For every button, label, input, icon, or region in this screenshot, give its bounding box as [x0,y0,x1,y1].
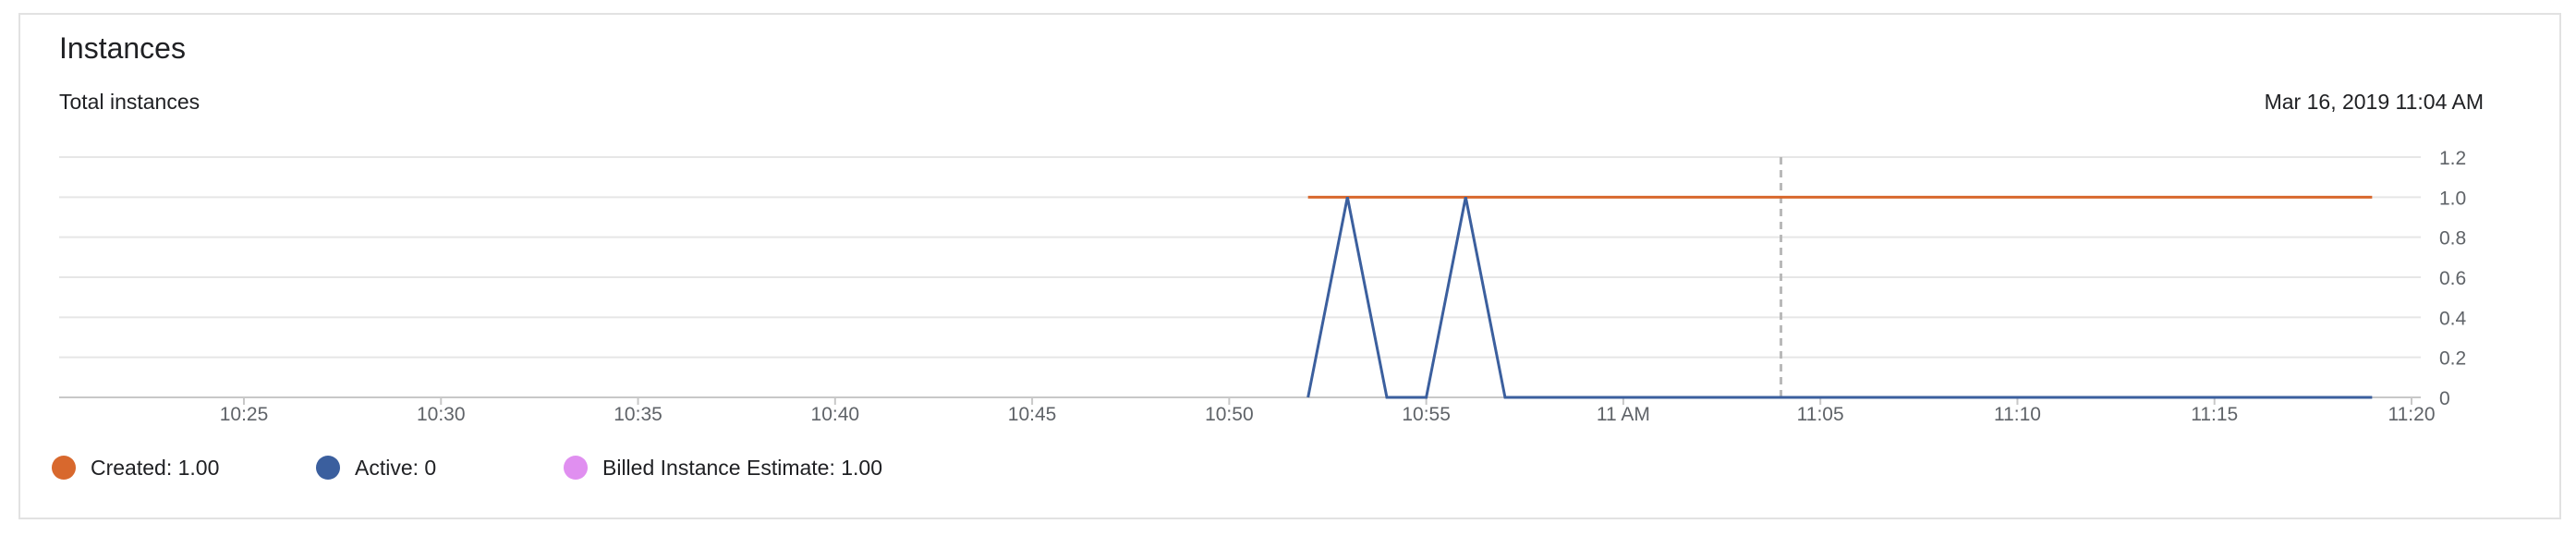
axis-layer [59,157,2421,405]
x-tick-label: 10:40 [811,404,860,425]
x-tick-label: 10:55 [1402,404,1451,425]
tick-label-layer: 0 0.2 0.4 0.6 0.8 1.0 1.2 10:25 10:30 10:35 10:40 1… [220,148,2467,425]
grid-layer [59,156,2421,359]
x-tick-label: 11 AM [1597,404,1650,425]
x-tick-label: 10:30 [417,404,466,425]
x-tick-label: 10:45 [1008,404,1057,425]
chart-legend: Created: 1.00 Active: 0 Billed Instance … [33,449,1142,486]
legend-item-active[interactable]: Active: 0 [316,449,436,486]
x-tick-label: 11:10 [1994,404,2041,425]
y-tick-label: 1.2 [2439,148,2466,169]
series-layer [1306,195,2373,399]
legend-item-billed[interactable]: Billed Instance Estimate: 1.00 [564,449,882,486]
card-title: Instances [59,31,186,65]
legend-label-active: Active: 0 [355,455,437,480]
instances-card: Instances Total instances Mar 16, 2019 1… [18,13,2561,519]
x-tick-label: 10:25 [220,404,269,425]
legend-dot-billed [564,456,588,480]
y-tick-label: 0.6 [2439,268,2466,289]
chart-subtitle: Total instances [59,90,200,114]
legend-item-created[interactable]: Created: 1.00 [52,449,219,486]
legend-label-created: Created: 1.00 [91,455,220,480]
hover-timestamp: Mar 16, 2019 11:04 AM [2264,90,2484,114]
instances-line-chart[interactable]: 0 0.2 0.4 0.6 0.8 1.0 1.2 10:25 10:30 10:35 10:40 1… [0,0,2576,444]
legend-dot-created [52,456,76,480]
x-tick-label: 11:20 [2388,404,2436,425]
x-tick-label: 11:15 [2191,404,2238,425]
series-line-active [1306,197,2373,399]
y-tick-label: 0.8 [2439,228,2466,250]
legend-dot-active [316,456,340,480]
y-tick-label: 1.0 [2439,188,2466,209]
x-tick-label: 11:05 [1797,404,1844,425]
y-tick-label: 0 [2439,388,2450,409]
x-tick-label: 10:50 [1205,404,1254,425]
y-tick-label: 0.4 [2439,308,2467,329]
x-tick-label: 10:35 [614,404,662,425]
legend-label-billed: Billed Instance Estimate: 1.00 [602,455,882,480]
y-tick-label: 0.2 [2439,348,2466,370]
